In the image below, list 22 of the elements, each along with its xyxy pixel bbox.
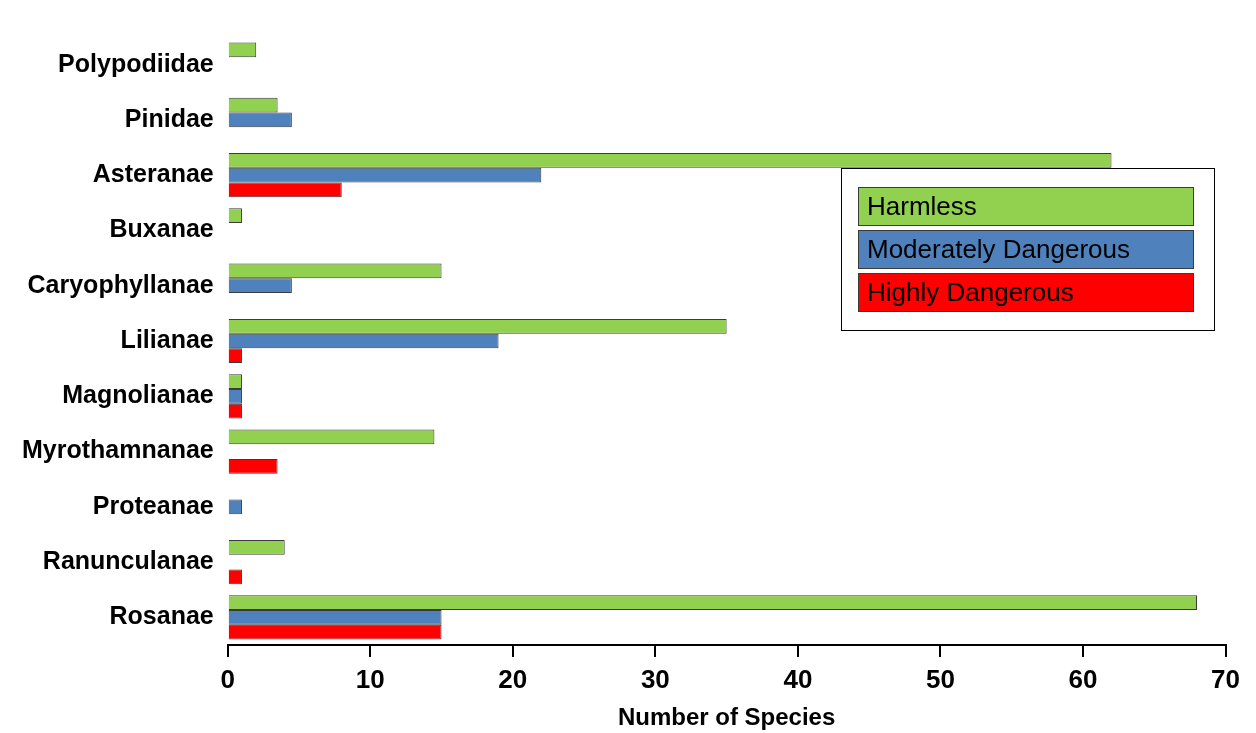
y-tick-label: Rosanae (109, 601, 214, 630)
y-tick-label: Proteanae (92, 490, 214, 519)
x-tick-label: 10 (355, 663, 385, 694)
y-tick-label: Asteranae (92, 159, 214, 188)
x-tick-label: 60 (1068, 663, 1098, 694)
y-tick-label: Myrothamnanae (21, 435, 214, 464)
x-tick-label: 20 (498, 663, 528, 694)
x-axis-title: Number of Species (617, 703, 836, 731)
y-tick-label: Magnolianae (62, 380, 214, 409)
legend-frame: Harmless Moderately Dangerous Highly Dangerous (841, 168, 1215, 331)
x-tick-label: 70 (1211, 663, 1240, 694)
x-tick-label: 30 (640, 663, 670, 694)
x-tick-label: 40 (783, 663, 813, 694)
series-label: Harmless (867, 190, 977, 223)
x-tick-label: 50 (925, 663, 955, 694)
y-tick-label: Lilianae (120, 324, 214, 353)
y-tick-label: Buxanae (109, 214, 214, 243)
y-tick-label: Caryophyllanae (27, 269, 214, 298)
y-tick-label: Ranunculanae (42, 545, 214, 574)
x-tick-label: 0 (220, 663, 235, 694)
y-tick-label: Pinidae (124, 103, 214, 132)
y-tick-label: Polypodiidae (58, 48, 214, 77)
